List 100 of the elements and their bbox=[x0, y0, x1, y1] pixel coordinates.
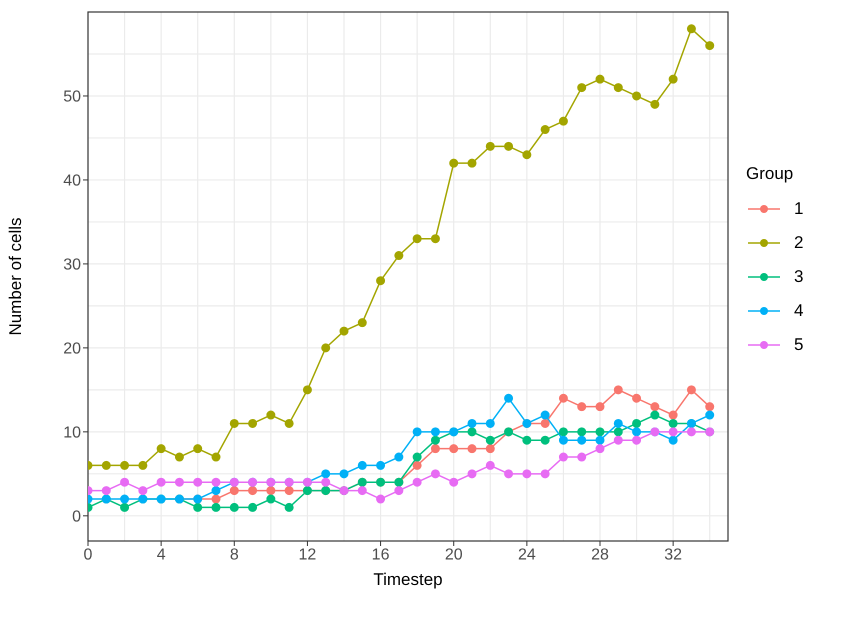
point bbox=[468, 444, 476, 454]
point bbox=[321, 478, 330, 487]
point bbox=[340, 326, 348, 336]
point bbox=[540, 469, 550, 478]
point bbox=[577, 427, 586, 436]
point bbox=[449, 478, 458, 487]
y-tick-label: 10 bbox=[63, 424, 82, 442]
legend-label: 5 bbox=[794, 334, 804, 354]
point bbox=[632, 427, 642, 436]
point bbox=[540, 410, 550, 420]
point bbox=[705, 402, 714, 412]
y-tick-label: 30 bbox=[63, 256, 82, 274]
point bbox=[174, 452, 184, 462]
x-tick-label: 16 bbox=[372, 546, 390, 564]
legend-label: 3 bbox=[794, 266, 804, 286]
point bbox=[614, 427, 623, 436]
point bbox=[468, 427, 476, 436]
point bbox=[449, 444, 458, 454]
point bbox=[668, 427, 678, 436]
point bbox=[193, 502, 202, 512]
point bbox=[558, 452, 568, 462]
point bbox=[522, 150, 532, 160]
point bbox=[120, 460, 130, 470]
point bbox=[504, 394, 514, 403]
point bbox=[540, 418, 550, 428]
point bbox=[577, 436, 586, 445]
point bbox=[412, 452, 422, 462]
point bbox=[321, 343, 330, 352]
y-tick-label: 20 bbox=[63, 340, 82, 358]
point bbox=[138, 460, 148, 470]
point bbox=[596, 436, 604, 445]
point bbox=[558, 116, 568, 126]
point bbox=[193, 478, 202, 487]
point bbox=[468, 158, 476, 168]
point bbox=[577, 452, 586, 462]
point bbox=[412, 427, 422, 436]
point bbox=[558, 394, 568, 403]
point bbox=[212, 478, 220, 487]
point bbox=[412, 478, 422, 487]
point bbox=[120, 478, 130, 487]
point bbox=[449, 158, 458, 168]
point bbox=[558, 427, 568, 436]
point bbox=[577, 83, 586, 92]
point bbox=[668, 418, 678, 428]
y-axis-title: Number of cells bbox=[6, 217, 26, 336]
point bbox=[174, 478, 184, 487]
point bbox=[668, 74, 678, 84]
point bbox=[376, 276, 386, 286]
x-tick-label: 12 bbox=[298, 546, 316, 564]
point bbox=[284, 486, 294, 496]
point bbox=[650, 410, 660, 420]
x-tick-label: 8 bbox=[230, 546, 239, 564]
point bbox=[686, 427, 696, 436]
legend-label: 1 bbox=[794, 198, 804, 218]
point bbox=[632, 418, 642, 428]
point bbox=[394, 452, 404, 462]
point bbox=[504, 142, 514, 151]
point bbox=[212, 486, 220, 496]
point bbox=[230, 502, 239, 512]
point bbox=[614, 385, 623, 394]
point bbox=[120, 502, 130, 512]
point bbox=[614, 436, 623, 445]
point bbox=[596, 427, 604, 436]
x-tick-label: 0 bbox=[84, 546, 93, 564]
point bbox=[266, 494, 276, 504]
point bbox=[193, 444, 202, 454]
point bbox=[686, 385, 696, 394]
point bbox=[632, 436, 642, 445]
legend-label: 2 bbox=[794, 232, 804, 252]
point bbox=[102, 460, 111, 470]
legend-title: Group bbox=[746, 164, 794, 184]
point bbox=[230, 418, 239, 428]
point bbox=[486, 418, 495, 428]
point bbox=[504, 469, 514, 478]
point bbox=[284, 418, 294, 428]
point bbox=[248, 486, 258, 496]
point bbox=[248, 502, 258, 512]
x-tick-label: 20 bbox=[444, 546, 463, 564]
point bbox=[430, 427, 440, 436]
point bbox=[468, 469, 476, 478]
point bbox=[632, 91, 642, 100]
point bbox=[650, 100, 660, 109]
point bbox=[266, 410, 276, 420]
point bbox=[138, 486, 148, 496]
point bbox=[577, 402, 586, 412]
point bbox=[468, 418, 476, 428]
point bbox=[358, 318, 367, 328]
y-tick-label: 50 bbox=[63, 88, 82, 106]
point bbox=[284, 502, 294, 512]
point bbox=[430, 436, 440, 445]
x-axis-title: Timestep bbox=[373, 570, 443, 590]
point bbox=[650, 402, 660, 412]
point bbox=[486, 436, 495, 445]
y-tick-label: 40 bbox=[63, 172, 82, 190]
point bbox=[248, 418, 258, 428]
point bbox=[376, 494, 386, 504]
point bbox=[394, 486, 404, 496]
point bbox=[430, 234, 440, 244]
point bbox=[376, 460, 386, 470]
point bbox=[486, 142, 495, 151]
